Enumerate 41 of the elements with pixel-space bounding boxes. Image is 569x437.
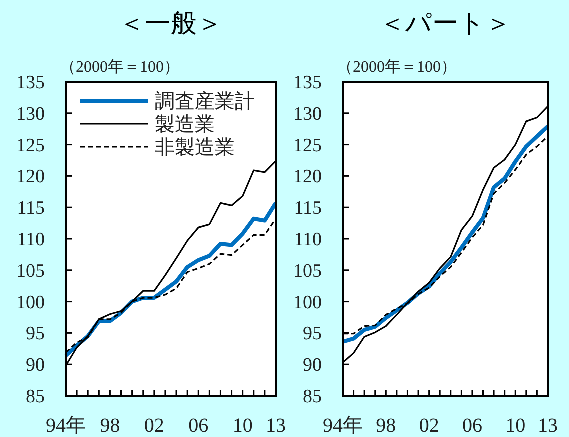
y-tick-label: 120 <box>16 166 45 188</box>
y-tick-label: 115 <box>17 198 45 220</box>
y-tick-label: 135 <box>294 72 322 94</box>
legend-label: 製造業 <box>155 114 215 136</box>
y-tick-label: 135 <box>16 72 45 94</box>
y-tick-label: 85 <box>303 386 322 408</box>
x-tick-label: 10 <box>232 415 253 437</box>
y-tick-label: 100 <box>16 292 45 314</box>
y-axis-title: （2000年＝100） <box>337 59 457 76</box>
x-tick-label: 06 <box>462 415 482 437</box>
y-axis-title: （2000年＝100） <box>60 59 180 76</box>
legend-label: 調査産業計 <box>155 91 255 113</box>
x-tick-label: 13 <box>266 415 286 437</box>
chart-title: ＜一般＞ <box>119 9 223 39</box>
y-tick-label: 95 <box>26 324 45 345</box>
y-tick-label: 120 <box>294 166 322 188</box>
y-tick-label: 85 <box>26 386 45 408</box>
y-tick-label: 100 <box>294 292 322 314</box>
y-tick-label: 115 <box>294 198 322 220</box>
x-tick-label: 94年 <box>323 415 363 437</box>
y-tick-label: 105 <box>16 260 45 282</box>
chart-title: ＜パート＞ <box>380 9 512 39</box>
legend-label: 非製造業 <box>155 137 235 159</box>
x-tick-label: 10 <box>506 415 526 437</box>
x-tick-label: 98 <box>376 415 396 437</box>
y-tick-label: 95 <box>303 324 322 345</box>
y-tick-label: 130 <box>16 104 45 125</box>
y-tick-label: 125 <box>16 135 45 156</box>
x-tick-label: 98 <box>100 415 120 437</box>
y-tick-label: 125 <box>294 135 322 156</box>
y-tick-label: 110 <box>294 230 322 250</box>
x-tick-label: 13 <box>538 415 558 437</box>
y-tick-label: 105 <box>294 260 322 282</box>
x-tick-label: 02 <box>144 415 164 437</box>
y-tick-label: 90 <box>26 355 45 376</box>
y-tick-label: 110 <box>17 230 45 250</box>
y-tick-label: 90 <box>303 355 322 376</box>
x-tick-label: 06 <box>188 415 209 437</box>
y-tick-label: 130 <box>294 104 322 125</box>
x-tick-label: 94年 <box>46 415 86 437</box>
x-tick-label: 02 <box>419 415 440 437</box>
